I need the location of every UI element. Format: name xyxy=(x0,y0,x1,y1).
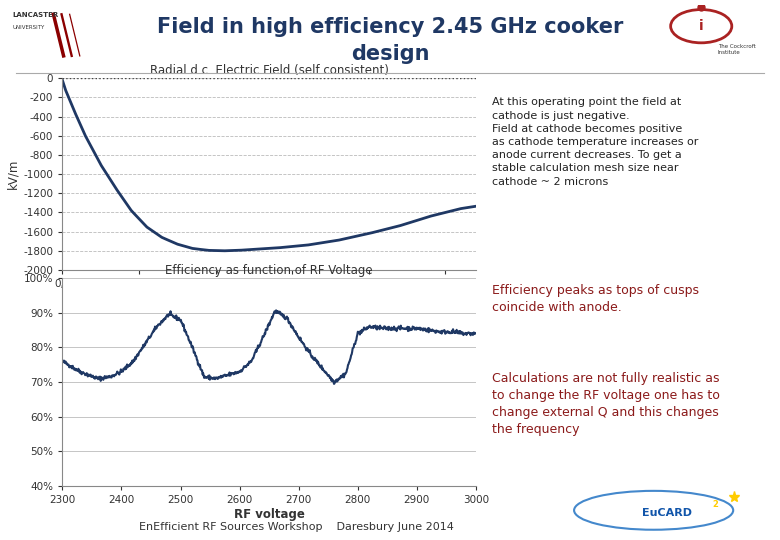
X-axis label: RF voltage: RF voltage xyxy=(234,508,304,521)
Title: Radial d.c. Electric Field (self consistent): Radial d.c. Electric Field (self consist… xyxy=(150,64,388,77)
Text: Efficiency peaks as tops of cusps
coincide with anode.: Efficiency peaks as tops of cusps coinci… xyxy=(492,285,699,314)
Title: Efficiency as function of RF Voltage: Efficiency as function of RF Voltage xyxy=(165,264,373,277)
Text: UNIVERSITY: UNIVERSITY xyxy=(12,25,45,30)
Text: i: i xyxy=(699,19,704,33)
Text: The Cockcroft
Institute: The Cockcroft Institute xyxy=(718,44,755,55)
Text: EuCARD: EuCARD xyxy=(642,508,692,518)
Text: LANCASTER: LANCASTER xyxy=(12,12,59,18)
Y-axis label: kV/m: kV/m xyxy=(6,159,20,190)
X-axis label: mm from cathode: mm from cathode xyxy=(216,292,322,305)
Text: Field in high efficiency 2.45 GHz cooker
design: Field in high efficiency 2.45 GHz cooker… xyxy=(157,17,623,64)
Text: Calculations are not fully realistic as
to change the RF voltage one has to
chan: Calculations are not fully realistic as … xyxy=(492,372,720,436)
Text: 2: 2 xyxy=(712,500,718,509)
Text: At this operating point the field at
cathode is just negative.
Field at cathode : At this operating point the field at cat… xyxy=(492,97,698,187)
Text: EnEfficient RF Sources Workshop    Daresbury June 2014: EnEfficient RF Sources Workshop Daresbur… xyxy=(139,522,454,532)
